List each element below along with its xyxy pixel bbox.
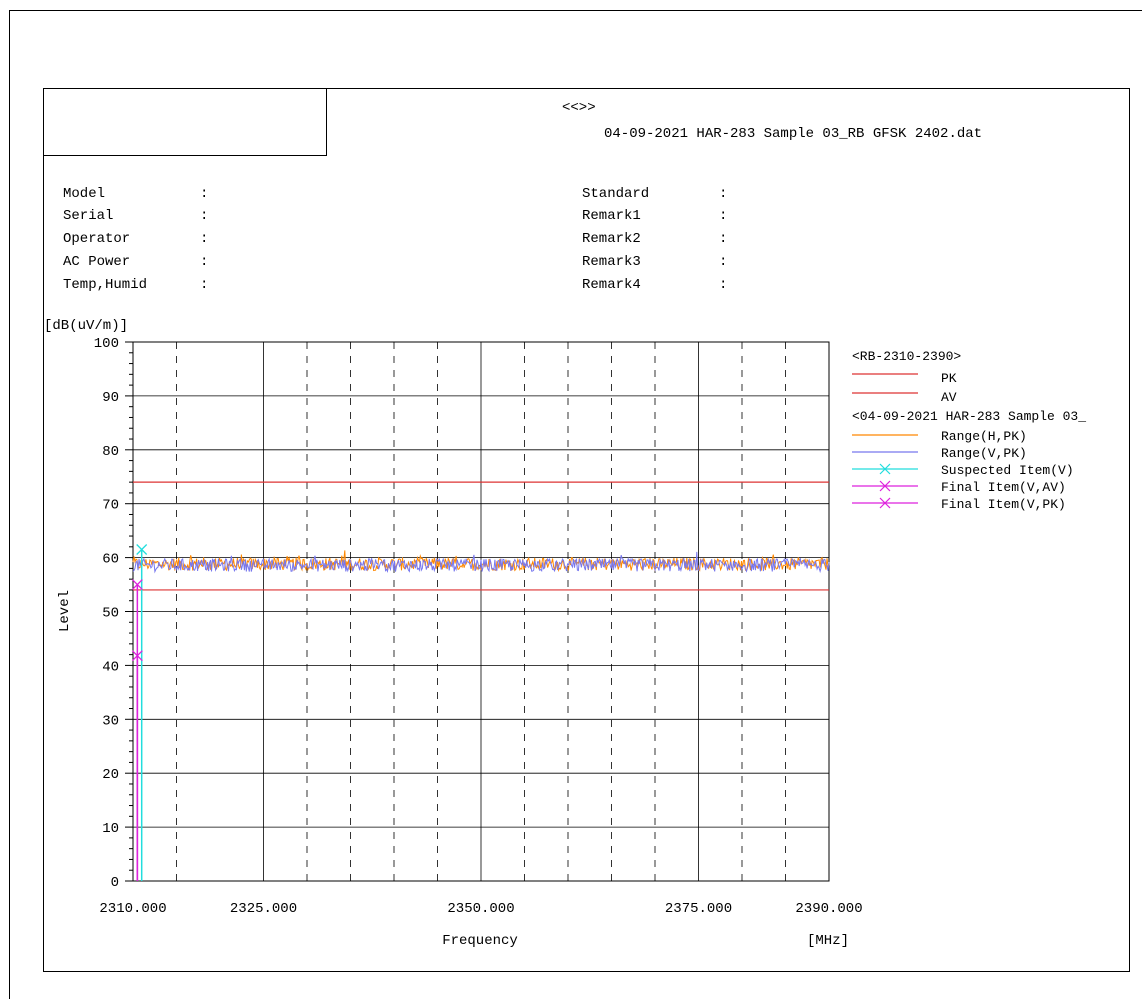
limit-lines	[133, 481, 829, 591]
legend-cross	[879, 497, 891, 509]
info-label-ac-power: AC Power	[63, 254, 131, 270]
y-axis-label: Level	[57, 590, 73, 632]
info-sep: :	[719, 231, 728, 247]
grid	[132, 341, 830, 882]
header-marker: <<>>	[562, 100, 596, 116]
info-label-model: Model	[63, 186, 106, 202]
legend-item: PK	[941, 371, 957, 386]
info-label-temp-humid: Temp,Humid	[63, 277, 148, 293]
info-sep: :	[200, 254, 209, 270]
markers	[131, 544, 148, 881]
legend-item: AV	[941, 390, 957, 405]
y-tick-label: 90	[102, 390, 119, 406]
x-tick-label: 2310.000	[99, 901, 166, 917]
y-tick-label: 70	[102, 498, 119, 514]
info-sep: :	[719, 277, 728, 293]
info-label-remark3: Remark3	[582, 254, 641, 270]
legend-item: Final Item(V,AV)	[941, 480, 1066, 495]
y-tick-label: 100	[94, 336, 119, 352]
info-label-standard: Standard	[582, 186, 650, 202]
y-ticks: 0 10 20 30 40 50 60 70 80 90 100	[94, 336, 133, 891]
marker-final-item-v-pk	[131, 579, 143, 881]
legend-group-title: <04-09-2021 HAR-283 Sample 03_	[852, 409, 1086, 424]
info-label-serial: Serial	[63, 208, 114, 224]
legend-item: Range(V,PK)	[941, 446, 1027, 461]
info-sep: :	[719, 254, 728, 270]
x-tick-label: 2325.000	[230, 901, 297, 917]
y-tick-label: 30	[102, 713, 119, 729]
marker-suspected-item-v	[136, 544, 148, 881]
y-tick-label: 20	[102, 767, 119, 783]
series	[132, 550, 830, 574]
info-sep: :	[200, 186, 209, 202]
info-sep: :	[200, 208, 209, 224]
info-label-operator: Operator	[63, 231, 131, 247]
info-label-remark1: Remark1	[582, 208, 641, 224]
info-sep: :	[200, 277, 209, 293]
y-tick-label: 50	[102, 606, 119, 622]
y-tick-label: 80	[102, 444, 119, 460]
y-unit-label: [dB(uV/m)]	[44, 318, 128, 334]
legend-item: Suspected Item(V)	[941, 463, 1074, 478]
x-ticks: 2310.000 2325.000 2350.000 2375.000 2390.000	[99, 901, 862, 917]
info-sep: :	[719, 208, 728, 224]
x-tick-label: 2390.000	[795, 901, 862, 917]
legend-group-title: <RB-2310-2390>	[852, 349, 961, 364]
page-frame	[9, 10, 1142, 999]
y-tick-label: 0	[111, 875, 119, 891]
info-label-remark2: Remark2	[582, 231, 641, 247]
legend-cross	[879, 480, 891, 492]
info-sep: :	[719, 186, 728, 202]
x-unit-label: [MHz]	[807, 933, 849, 949]
marker-cross	[136, 544, 148, 555]
info-sep: :	[200, 231, 209, 247]
legend-cross	[879, 463, 891, 475]
marker-cross	[131, 579, 143, 591]
y-tick-label: 10	[102, 821, 119, 837]
x-tick-label: 2350.000	[447, 901, 514, 917]
data-file-name: 04-09-2021 HAR-283 Sample 03_RB GFSK 240…	[604, 126, 983, 142]
report-frame	[43, 88, 1130, 972]
info-label-remark4: Remark4	[582, 277, 641, 293]
x-axis-label: Frequency	[442, 933, 518, 949]
legend: <RB-2310-2390> PK AV <04-09-2021 HAR-283 Sa…	[852, 349, 1086, 512]
series-range-v-pk	[132, 551, 830, 574]
legend-item: Final Item(V,PK)	[941, 497, 1066, 512]
y-tick-label: 40	[102, 659, 119, 675]
legend-item: Range(H,PK)	[941, 429, 1027, 444]
y-tick-label: 60	[102, 552, 119, 568]
x-tick-label: 2375.000	[665, 901, 732, 917]
logo-box	[43, 88, 327, 156]
